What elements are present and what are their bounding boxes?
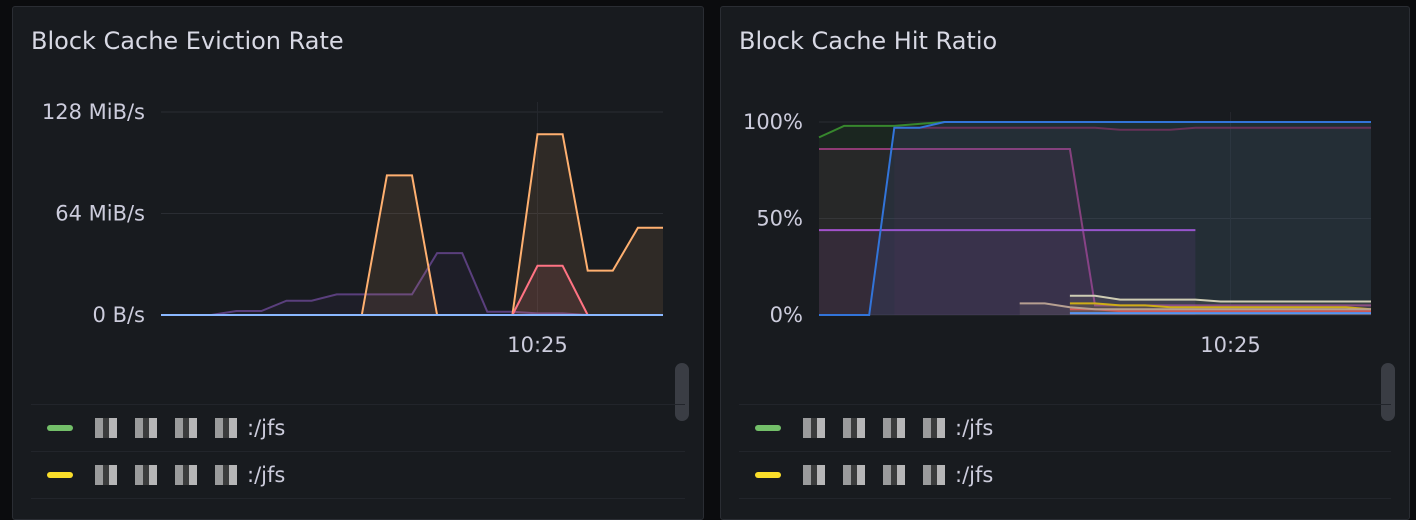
series-line [894,126,1371,131]
hit-ratio-chart: 0% 50% 100% 10:25 [743,110,1372,357]
series-line [1069,302,1372,311]
legend-label: :/jfs [955,416,994,440]
legend-item[interactable]: :/jfs [739,405,1391,452]
series-line [1069,308,1371,313]
redacted-host [95,465,245,485]
series-color-swatch [47,472,73,478]
y-tick-label: 0 B/s [93,303,145,327]
series-area [819,122,1371,315]
series-line [1069,294,1371,303]
panel-title[interactable]: Block Cache Eviction Rate [31,27,344,55]
series-area [819,230,1196,315]
series-area [819,149,1371,315]
redacted-host [95,418,245,438]
y-tick-label: 128 MiB/s [42,100,145,124]
series-line [1019,302,1371,311]
y-tick-label: 100% [743,110,803,134]
series-area [512,134,663,315]
series-line [511,133,663,316]
legend-label: :/jfs [247,416,286,440]
series-color-swatch [755,425,781,431]
series-area [894,127,1371,315]
series-area [161,253,663,315]
series-line [819,121,1371,316]
redacted-host [803,465,953,485]
legend-item[interactable]: :/jfs [31,405,685,452]
y-tick-label: 0% [770,303,803,327]
eviction-rate-chart: 0 B/s 64 MiB/s 128 MiB/s 10:25 [42,100,663,357]
series-line [819,148,1371,307]
legend: :/jfs :/jfs [31,404,685,499]
legend-scrollbar[interactable] [675,363,689,421]
series-area [361,175,438,315]
series-color-swatch [47,425,73,431]
y-tick-label: 50% [756,207,803,231]
x-tick-label: 10:25 [1200,333,1261,357]
x-tick-label: 10:25 [507,333,568,357]
panel-title[interactable]: Block Cache Hit Ratio [739,27,998,55]
series-line [360,174,439,316]
legend: :/jfs :/jfs [739,404,1391,499]
legend-item[interactable]: :/jfs [31,452,685,499]
series-area [819,122,1371,315]
redacted-host [803,418,953,438]
panel-eviction-rate: Block Cache Eviction Rate 0 B/s 64 MiB/s 1… [12,6,704,520]
panel-hit-ratio: Block Cache Hit Ratio 0% 50% 100% 10:25 :/j… [720,6,1410,520]
legend-label: :/jfs [247,463,286,487]
series-color-swatch [755,472,781,478]
series-line [511,264,589,316]
y-tick-label: 64 MiB/s [55,202,145,226]
legend-scrollbar[interactable] [1381,363,1395,421]
legend-label: :/jfs [955,463,994,487]
legend-item[interactable]: :/jfs [739,452,1391,499]
